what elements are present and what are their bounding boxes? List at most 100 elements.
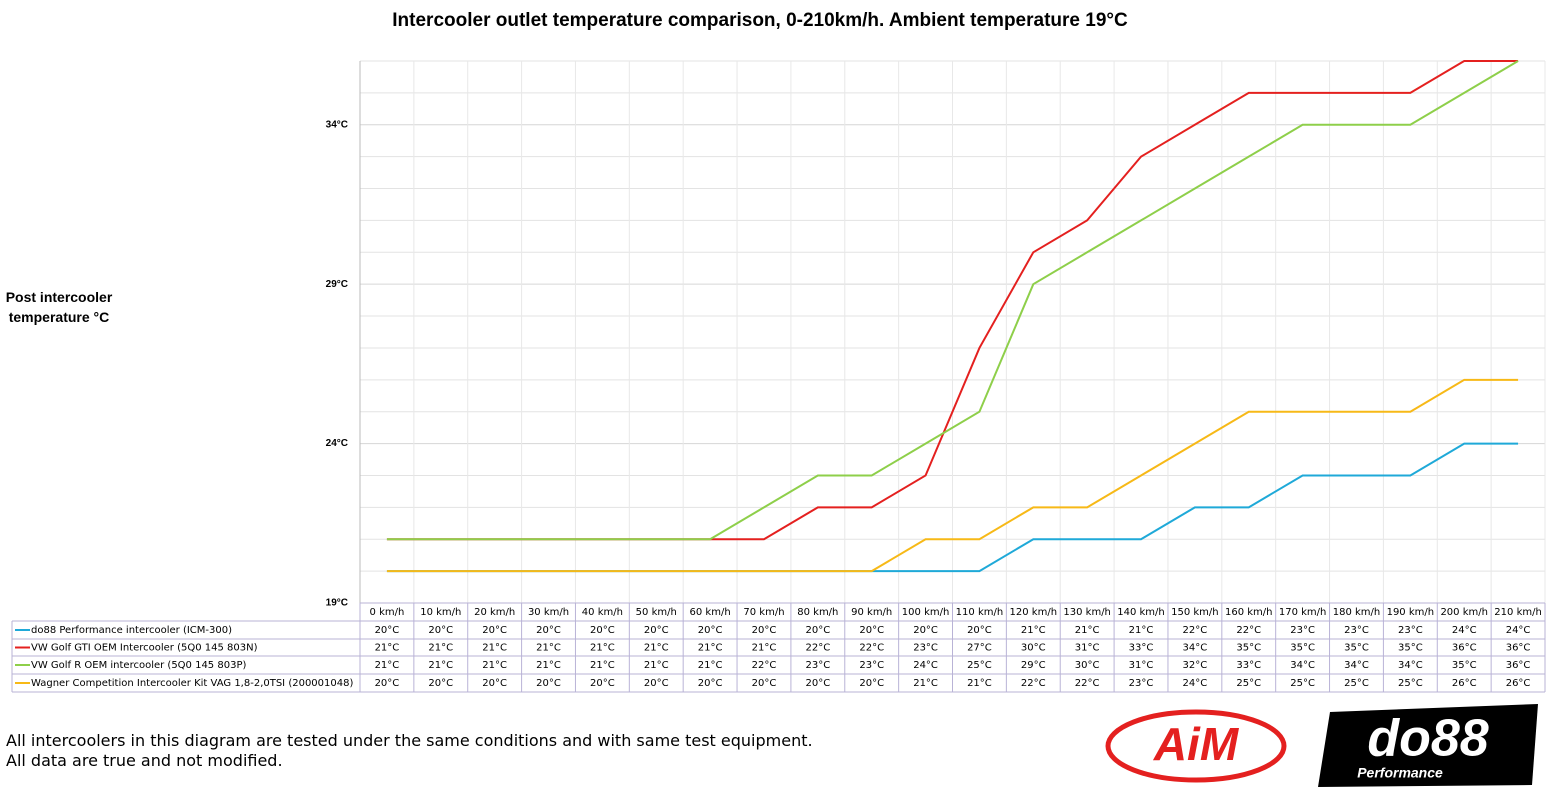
- table-cell: 20°C: [590, 678, 615, 689]
- x-tick-label: 140 km/h: [1117, 607, 1165, 618]
- logo-ring: [1105, 709, 1287, 783]
- table-cell: 21°C: [967, 678, 992, 689]
- table-cell: 23°C: [1398, 625, 1423, 636]
- table-cell: 21°C: [644, 643, 669, 654]
- table-cell: 35°C: [1344, 643, 1369, 654]
- table-cell: 21°C: [536, 643, 561, 654]
- table-cell: 20°C: [536, 625, 561, 636]
- x-tick-label: 160 km/h: [1225, 607, 1273, 618]
- table-cell: 21°C: [698, 660, 723, 671]
- x-tick-label: 10 km/h: [420, 607, 461, 618]
- table-cell: 21°C: [428, 643, 453, 654]
- table-cell: 25°C: [1344, 678, 1369, 689]
- x-tick-label: 30 km/h: [528, 607, 569, 618]
- table-cell: 21°C: [590, 660, 615, 671]
- table-cell: 20°C: [698, 625, 723, 636]
- table-cell: 20°C: [913, 625, 938, 636]
- table-cell: 22°C: [1075, 678, 1100, 689]
- table-cell: 20°C: [805, 625, 830, 636]
- table-cell: 23°C: [1129, 678, 1154, 689]
- x-tick-label: 60 km/h: [690, 607, 731, 618]
- table-cell: 21°C: [482, 660, 507, 671]
- table-cell: 20°C: [967, 625, 992, 636]
- table-cell: 33°C: [1236, 660, 1261, 671]
- table-cell: 35°C: [1398, 643, 1423, 654]
- x-tick-label: 110 km/h: [956, 607, 1004, 618]
- table-cell: 22°C: [1183, 625, 1208, 636]
- table-cell: 34°C: [1290, 660, 1315, 671]
- table-cell: 25°C: [967, 660, 992, 671]
- table-cell: 21°C: [698, 643, 723, 654]
- table-cell: 21°C: [375, 660, 400, 671]
- table-cell: 20°C: [859, 625, 884, 636]
- y-tick-label: 29°C: [326, 279, 348, 290]
- x-tick-label: 200 km/h: [1440, 607, 1488, 618]
- footnote: All intercoolers in this diagram are tes…: [6, 731, 813, 750]
- table-cell: 20°C: [644, 625, 669, 636]
- table-cell: 20°C: [805, 678, 830, 689]
- table-cell: 26°C: [1452, 678, 1477, 689]
- table-cell: 20°C: [375, 625, 400, 636]
- table-cell: 34°C: [1344, 660, 1369, 671]
- x-tick-label: 20 km/h: [474, 607, 515, 618]
- table-cell: 21°C: [1075, 625, 1100, 636]
- table-cell: 35°C: [1290, 643, 1315, 654]
- table-cell: 24°C: [1183, 678, 1208, 689]
- table-cell: 21°C: [428, 660, 453, 671]
- table-cell: 24°C: [913, 660, 938, 671]
- table-cell: 20°C: [752, 678, 777, 689]
- table-cell: 27°C: [967, 643, 992, 654]
- table-cell: 21°C: [752, 643, 777, 654]
- table-cell: 23°C: [1290, 625, 1315, 636]
- legend-label: VW Golf R OEM intercooler (5Q0 145 803P): [31, 660, 246, 671]
- table-cell: 24°C: [1506, 625, 1531, 636]
- x-tick-label: 180 km/h: [1333, 607, 1381, 618]
- x-tick-label: 100 km/h: [902, 607, 950, 618]
- table-cell: 34°C: [1398, 660, 1423, 671]
- x-tick-label: 210 km/h: [1494, 607, 1542, 618]
- table-cell: 20°C: [428, 625, 453, 636]
- table-cell: 23°C: [859, 660, 884, 671]
- table-cell: 36°C: [1506, 660, 1531, 671]
- table-cell: 21°C: [1129, 625, 1154, 636]
- table-cell: 31°C: [1129, 660, 1154, 671]
- table-cell: 21°C: [536, 660, 561, 671]
- y-tick-label: 19°C: [326, 598, 348, 609]
- x-tick-label: 0 km/h: [370, 607, 405, 618]
- table-cell: 21°C: [375, 643, 400, 654]
- x-tick-label: 120 km/h: [1010, 607, 1058, 618]
- do88-logo: do88 Performance: [1318, 704, 1538, 787]
- table-cell: 22°C: [752, 660, 777, 671]
- logo-box: [1318, 704, 1538, 787]
- table-cell: 22°C: [859, 643, 884, 654]
- y-axis-label: Post intercooler temperature °C: [5, 289, 113, 325]
- table-cell: 20°C: [644, 678, 669, 689]
- table-cell: 20°C: [428, 678, 453, 689]
- x-tick-label: 150 km/h: [1171, 607, 1219, 618]
- table-cell: 20°C: [590, 625, 615, 636]
- table-cell: 22°C: [805, 643, 830, 654]
- x-tick-label: 80 km/h: [797, 607, 838, 618]
- series-line: [386, 60, 1519, 541]
- legend-label: VW Golf GTI OEM Intercooler (5Q0 145 803…: [31, 643, 258, 654]
- x-tick-label: 50 km/h: [636, 607, 677, 618]
- table-cell: 24°C: [1452, 625, 1477, 636]
- x-tick-label: 90 km/h: [851, 607, 892, 618]
- x-tick-label: 130 km/h: [1063, 607, 1111, 618]
- table-cell: 21°C: [482, 643, 507, 654]
- logo-text: do88: [1367, 710, 1488, 768]
- table-cell: 23°C: [805, 660, 830, 671]
- x-tick-label: 170 km/h: [1279, 607, 1327, 618]
- aim-logo: AiM: [1105, 709, 1287, 783]
- legend-label: do88 Performance intercooler (ICM-300): [31, 625, 232, 636]
- table-cell: 20°C: [859, 678, 884, 689]
- table-cell: 25°C: [1290, 678, 1315, 689]
- y-tick-label: 34°C: [326, 119, 348, 130]
- table-cell: 26°C: [1506, 678, 1531, 689]
- logo-subtext: Performance: [1357, 765, 1443, 781]
- table-cell: 30°C: [1075, 660, 1100, 671]
- chart-title: Intercooler outlet temperature compariso…: [392, 10, 1128, 31]
- table-cell: 21°C: [1021, 625, 1046, 636]
